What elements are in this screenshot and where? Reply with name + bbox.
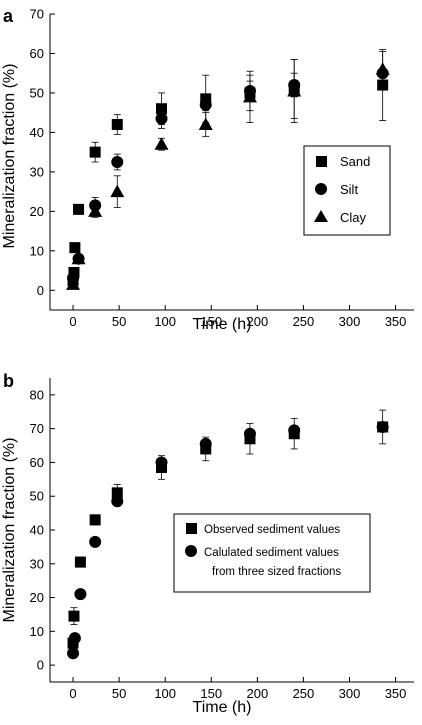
data-point-square [89, 514, 101, 526]
data-point-square [73, 203, 85, 215]
data-point-square [111, 487, 123, 499]
panel-b-legend-calculated-subtitle: from three sized fractions [212, 566, 341, 578]
panel-a-legend-sand: Sand [340, 154, 370, 169]
panel-b-ytick-label: 50 [30, 489, 44, 504]
panel-b-ytick-label: 10 [30, 624, 44, 639]
panel-a-xtick-label: 200 [246, 314, 268, 329]
panel-a-legend-silt: Silt [340, 182, 358, 197]
data-point-circle [155, 456, 168, 469]
data-point-square [111, 119, 123, 131]
legend-square-marker [186, 523, 197, 534]
data-point-triangle [287, 83, 302, 97]
panel-b-xlabel: Time (h) [193, 699, 252, 716]
data-point-triangle [110, 184, 125, 198]
data-point-square [74, 556, 86, 568]
panel-b-xtick-label: 300 [339, 686, 361, 701]
panel-b-ytick-label: 0 [37, 658, 44, 673]
panel-b-x-ticks: 0 50 100 150 200 250 300 350 [69, 677, 406, 701]
panel-b-xtick-label: 150 [200, 686, 222, 701]
data-point-circle [243, 427, 256, 440]
data-point-triangle [375, 62, 390, 75]
data-point-circle [89, 535, 102, 548]
data-point-circle [111, 156, 124, 168]
legend-square-marker [316, 156, 327, 167]
panel-a-xtick-label: 300 [339, 314, 361, 329]
data-point-circle [376, 420, 389, 433]
data-point-triangle [71, 251, 86, 265]
panel-b-y-ticks: 0 10 20 30 40 50 60 70 80 [30, 387, 55, 673]
panel-b-ytick-label: 70 [30, 421, 44, 436]
panel-a-xtick-label: 150 [200, 314, 222, 329]
data-point-triangle [198, 117, 213, 131]
panel-a-ytick-label: 50 [30, 85, 44, 100]
data-point-square [68, 610, 80, 622]
panel-b-ytick-label: 30 [30, 556, 44, 571]
panel-b: b Mineralization fraction (%) Time (h) 0… [1, 371, 414, 716]
data-point-triangle [88, 204, 103, 217]
panel-a-ytick-label: 30 [30, 164, 44, 179]
panel-b-ytick-label: 20 [30, 590, 44, 605]
legend-triangle-marker [314, 210, 328, 222]
panel-a-ylabel: Mineralization fraction (%) [1, 64, 18, 249]
panel-a-ytick-label: 0 [37, 283, 44, 298]
panel-a-xtick-label: 250 [293, 314, 315, 329]
panel-b-legend-calculated: Calulated sediment values [204, 547, 339, 559]
panel-a-ytick-label: 20 [30, 204, 44, 219]
panel-a-xtick-label: 350 [385, 314, 407, 329]
panel-a-xtick-label: 0 [69, 314, 76, 329]
legend-circle-marker [315, 183, 327, 195]
panel-b-xtick-label: 200 [246, 686, 268, 701]
panel-b-ylabel: Mineralization fraction (%) [1, 438, 18, 623]
panel-b-xtick-label: 50 [112, 686, 126, 701]
panel-b-legend-box [173, 513, 371, 593]
panel-a-xtick-label: 100 [154, 314, 176, 329]
panel-b-xtick-label: 0 [69, 686, 76, 701]
panel-b-legend: Observed sediment values Calulated sedim… [173, 513, 371, 593]
data-point-triangle [66, 277, 81, 290]
data-point-triangle [154, 137, 169, 150]
data-point-circle [68, 632, 81, 645]
data-point-circle [288, 424, 301, 437]
panel-a-points [66, 49, 390, 290]
panel-a-xlabel: Time (h) [193, 316, 252, 333]
panel-a-legend-clay: Clay [340, 210, 367, 225]
panel-a-ytick-label: 40 [30, 125, 44, 140]
data-point-circle [155, 112, 168, 125]
legend-circle-marker [185, 545, 197, 557]
data-point-square [69, 242, 81, 254]
panel-a-legend: Sand Silt Clay [303, 145, 391, 236]
panel-b-points [67, 409, 389, 660]
panel-b-ytick-label: 40 [30, 523, 44, 538]
data-point-circle [67, 647, 80, 660]
panel-b-letter: b [3, 371, 14, 391]
panel-a: a Mineralization fraction (%) Time (h) 0… [1, 6, 414, 333]
panel-a-y-ticks: 0 10 20 30 40 50 60 70 [30, 7, 55, 298]
data-point-circle [111, 495, 124, 508]
panel-b-ytick-label: 60 [30, 455, 44, 470]
data-point-square [89, 146, 101, 158]
panel-b-xtick-label: 100 [154, 686, 176, 701]
panel-a-ytick-label: 70 [30, 7, 44, 22]
panel-b-legend-observed: Observed sediment values [204, 524, 340, 536]
data-point-triangle [242, 89, 257, 103]
data-point-circle [199, 437, 212, 450]
panel-b-xtick-label: 250 [293, 686, 315, 701]
panel-b-ytick-label: 80 [30, 387, 44, 402]
panel-a-xtick-label: 50 [112, 314, 126, 329]
panel-b-xtick-label: 350 [385, 686, 407, 701]
panel-a-ytick-label: 60 [30, 46, 44, 61]
panel-a-ytick-label: 10 [30, 243, 44, 258]
data-point-circle [199, 98, 212, 111]
panel-a-letter: a [3, 6, 14, 26]
panel-a-x-ticks: 0 50 100 150 200 250 300 350 [69, 305, 406, 329]
data-point-circle [74, 588, 87, 601]
